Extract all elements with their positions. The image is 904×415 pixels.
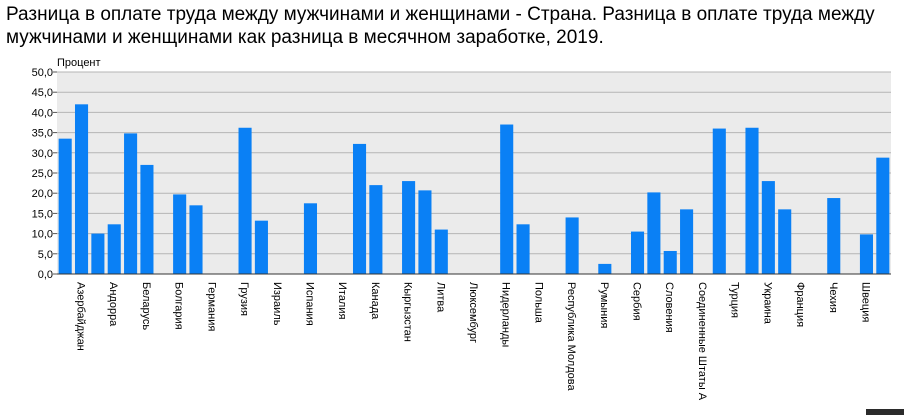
bar[interactable] [859, 234, 874, 274]
x-tick-label: Румыния [598, 282, 610, 328]
x-tick-label: Азербайджан [75, 282, 87, 351]
bar[interactable] [663, 250, 677, 274]
bar[interactable] [91, 233, 105, 274]
bar[interactable] [74, 104, 89, 274]
bar[interactable] [107, 224, 121, 274]
x-tick-label: Грузия [238, 282, 250, 316]
x-tick-label: Чехия [827, 282, 839, 313]
y-tick-label: 40,0 [32, 107, 53, 119]
bar[interactable] [761, 181, 775, 274]
bar[interactable] [680, 209, 694, 274]
chart-title: Разница в оплате труда между мужчинами и… [6, 4, 875, 48]
y-axis-label: Процент [57, 57, 101, 69]
x-tick-label: Сербия [631, 282, 643, 321]
bar[interactable] [500, 124, 514, 275]
y-tick-label: 20,0 [32, 188, 53, 200]
y-tick-label: 25,0 [32, 168, 53, 180]
bar[interactable] [352, 143, 367, 274]
y-tick-label: 5,0 [38, 249, 53, 261]
bar[interactable] [745, 127, 759, 274]
x-tick-label: Беларусь [140, 282, 152, 330]
bar[interactable] [238, 127, 252, 274]
x-tick-label: Нидерланды [500, 282, 512, 347]
x-tick-label: Швеция [859, 282, 871, 322]
bar[interactable] [254, 220, 268, 274]
x-tick-label: Республика Молдова [565, 282, 577, 391]
bar[interactable] [418, 190, 432, 274]
bar[interactable] [876, 157, 890, 274]
bar[interactable] [712, 128, 726, 274]
x-tick-label: Литва [434, 282, 446, 313]
bar[interactable] [516, 224, 530, 274]
x-tick-label: Канада [369, 282, 381, 320]
scrollbar[interactable] [866, 409, 904, 415]
x-tick-label: Франция [794, 282, 806, 327]
x-tick-label: Украина [761, 282, 773, 325]
x-tick-label: Словения [663, 282, 675, 333]
x-tick-label: Италия [336, 282, 348, 320]
bar[interactable] [140, 164, 154, 274]
bar[interactable] [565, 217, 579, 274]
bar[interactable] [369, 185, 383, 274]
bar[interactable] [598, 263, 612, 274]
x-tick-label: Кыргызстан [402, 282, 414, 342]
y-tick-label: 15,0 [32, 208, 53, 220]
bar[interactable] [647, 192, 661, 274]
x-tick-label: Болгария [173, 282, 185, 330]
x-tick-label: Андорра [107, 282, 119, 327]
y-tick-label: 50,0 [32, 67, 53, 79]
bar[interactable] [124, 133, 138, 274]
bar[interactable] [827, 198, 841, 274]
y-tick-label: 10,0 [32, 229, 53, 241]
bar[interactable] [303, 203, 318, 274]
bar[interactable] [173, 194, 187, 274]
bar[interactable] [778, 209, 792, 274]
x-tick-label: Люксембург [467, 282, 479, 343]
bar[interactable] [630, 231, 645, 274]
y-tick-label: 35,0 [32, 128, 53, 140]
x-tick-label: Турция [729, 282, 741, 318]
x-tick-label: Польша [532, 282, 544, 324]
bar[interactable] [58, 138, 72, 274]
x-tick-label: Соединенные Штаты А [696, 282, 708, 401]
bar[interactable] [189, 205, 203, 274]
y-tick-label: 30,0 [32, 148, 53, 160]
x-tick-label: Израиль [271, 282, 283, 326]
bar[interactable] [434, 229, 448, 274]
y-tick-label: 0,0 [38, 269, 53, 281]
y-tick-label: 45,0 [32, 87, 53, 99]
x-tick-label: Германия [205, 282, 217, 331]
bar[interactable] [402, 181, 416, 274]
x-tick-label: Испания [303, 282, 315, 326]
